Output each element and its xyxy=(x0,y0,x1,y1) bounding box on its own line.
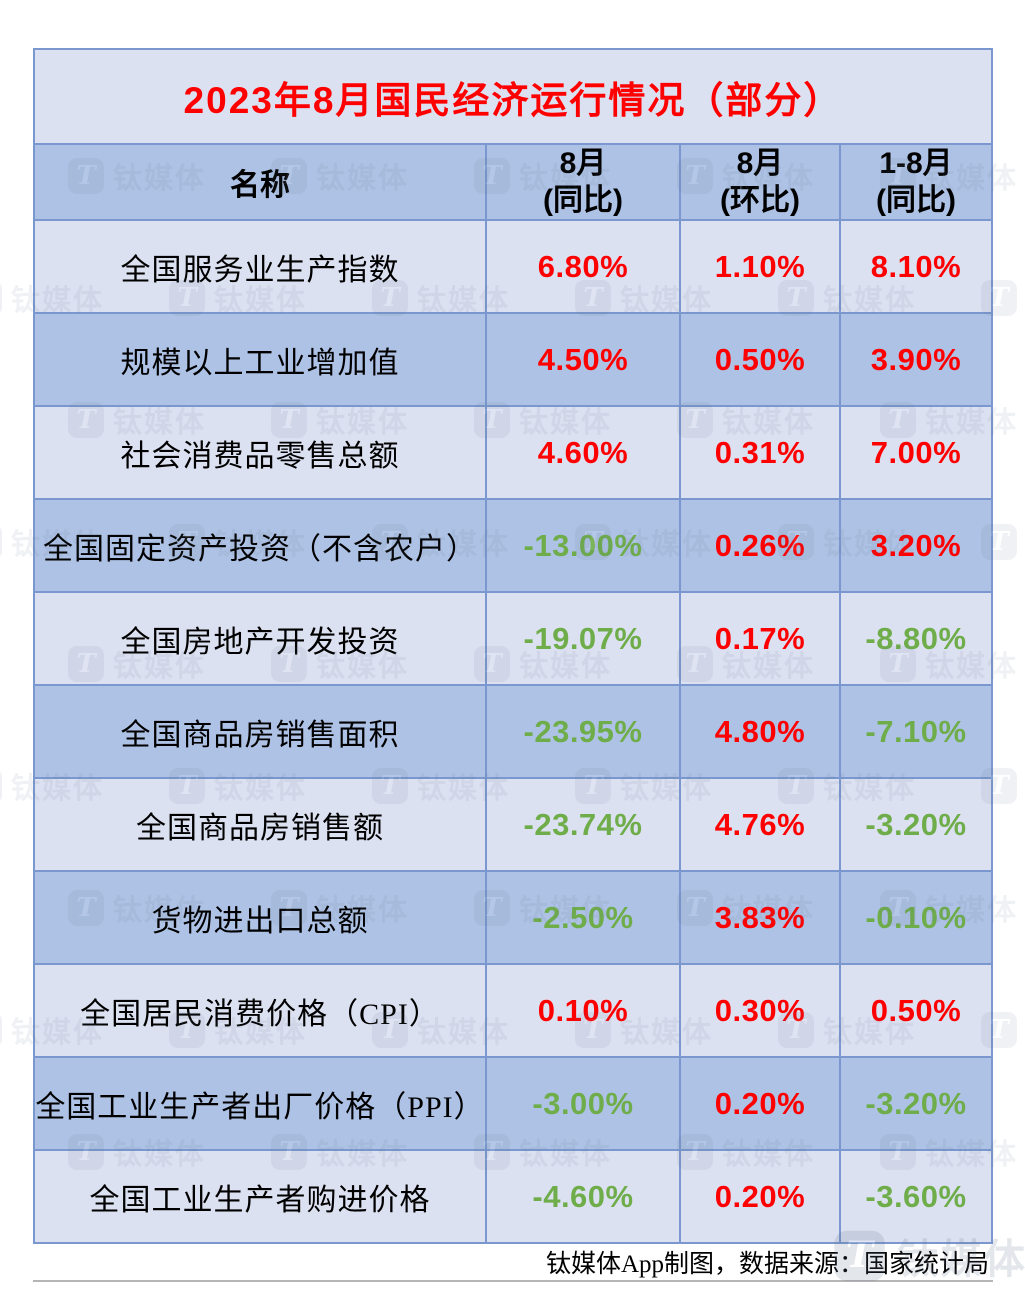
value-aug-mom: 0.50% xyxy=(679,314,839,405)
value-aug-mom: 3.83% xyxy=(679,872,839,963)
header-aug-mom-line1: 8月 xyxy=(736,147,784,180)
value-aug-mom: 0.20% xyxy=(679,1058,839,1149)
source-credit: 钛媒体App制图，数据来源：国家统计局 xyxy=(33,1244,993,1282)
value-jan-aug-yoy: 3.20% xyxy=(839,500,991,591)
value-aug-yoy: 4.60% xyxy=(485,407,679,498)
titanium-media-logo-icon: T xyxy=(0,280,2,316)
indicator-name: 全国工业生产者购进价格 xyxy=(35,1151,485,1242)
economy-table: 2023年8月国民经济运行情况（部分） 名称 8月 (同比) 8月 (环比) 1… xyxy=(33,48,993,1244)
value-aug-yoy: -23.74% xyxy=(485,779,679,870)
value-jan-aug-yoy: -7.10% xyxy=(839,686,991,777)
header-name: 名称 xyxy=(230,169,290,202)
table-row: 规模以上工业增加值 4.50% 0.50% 3.90% xyxy=(35,312,991,405)
titanium-media-logo-icon: T xyxy=(0,768,2,804)
indicator-name: 货物进出口总额 xyxy=(35,872,485,963)
value-jan-aug-yoy: 8.10% xyxy=(839,221,991,312)
table-row: 全国房地产开发投资 -19.07% 0.17% -8.80% xyxy=(35,591,991,684)
table-header-row: 名称 8月 (同比) 8月 (环比) 1-8月 (同比) xyxy=(35,143,991,219)
header-aug-mom-line2: (环比) xyxy=(720,184,800,217)
value-aug-yoy: -3.00% xyxy=(485,1058,679,1149)
value-jan-aug-yoy: 7.00% xyxy=(839,407,991,498)
header-jan-aug-yoy-line2: (同比) xyxy=(876,184,956,217)
header-jan-aug-yoy-line1: 1-8月 xyxy=(879,147,953,180)
indicator-name: 全国商品房销售额 xyxy=(35,779,485,870)
value-jan-aug-yoy: -8.80% xyxy=(839,593,991,684)
indicator-name: 全国商品房销售面积 xyxy=(35,686,485,777)
table-row: 全国工业生产者出厂价格（PPI） -3.00% 0.20% -3.20% xyxy=(35,1056,991,1149)
header-aug-yoy-line2: (同比) xyxy=(543,184,623,217)
value-aug-yoy: -13.00% xyxy=(485,500,679,591)
value-jan-aug-yoy: 0.50% xyxy=(839,965,991,1056)
table-row: 社会消费品零售总额 4.60% 0.31% 7.00% xyxy=(35,405,991,498)
value-aug-yoy: 0.10% xyxy=(485,965,679,1056)
table-row: 全国服务业生产指数 6.80% 1.10% 8.10% xyxy=(35,219,991,312)
value-jan-aug-yoy: -3.20% xyxy=(839,779,991,870)
value-aug-yoy: -19.07% xyxy=(485,593,679,684)
value-aug-mom: 0.31% xyxy=(679,407,839,498)
header-jan-aug-yoy: 1-8月 (同比) xyxy=(839,145,991,219)
table-row: 全国固定资产投资（不含农户） -13.00% 0.26% 3.20% xyxy=(35,498,991,591)
value-aug-yoy: 4.50% xyxy=(485,314,679,405)
indicator-name: 全国居民消费价格（CPI） xyxy=(35,965,485,1056)
value-aug-yoy: -4.60% xyxy=(485,1151,679,1242)
value-aug-yoy: -2.50% xyxy=(485,872,679,963)
table-row: 全国商品房销售面积 -23.95% 4.80% -7.10% xyxy=(35,684,991,777)
table-row: 货物进出口总额 -2.50% 3.83% -0.10% xyxy=(35,870,991,963)
value-jan-aug-yoy: -3.20% xyxy=(839,1058,991,1149)
table-row: 全国居民消费价格（CPI） 0.10% 0.30% 0.50% xyxy=(35,963,991,1056)
value-jan-aug-yoy: 3.90% xyxy=(839,314,991,405)
header-aug-mom: 8月 (环比) xyxy=(679,145,839,219)
indicator-name: 全国工业生产者出厂价格（PPI） xyxy=(35,1058,485,1149)
indicator-name: 规模以上工业增加值 xyxy=(35,314,485,405)
table-row: 全国工业生产者购进价格 -4.60% 0.20% -3.60% xyxy=(35,1149,991,1242)
indicator-name: 全国服务业生产指数 xyxy=(35,221,485,312)
value-aug-mom: 1.10% xyxy=(679,221,839,312)
table-row: 全国商品房销售额 -23.74% 4.76% -3.20% xyxy=(35,777,991,870)
value-jan-aug-yoy: -0.10% xyxy=(839,872,991,963)
value-aug-mom: 0.30% xyxy=(679,965,839,1056)
indicator-name: 全国房地产开发投资 xyxy=(35,593,485,684)
page-title: 2023年8月国民经济运行情况（部分） xyxy=(35,50,991,143)
value-aug-mom: 4.80% xyxy=(679,686,839,777)
titanium-media-logo-icon: T xyxy=(0,1012,2,1048)
value-jan-aug-yoy: -3.60% xyxy=(839,1151,991,1242)
titanium-media-logo-icon: T xyxy=(0,524,2,560)
value-aug-mom: 0.20% xyxy=(679,1151,839,1242)
header-aug-yoy: 8月 (同比) xyxy=(485,145,679,219)
indicator-name: 社会消费品零售总额 xyxy=(35,407,485,498)
value-aug-yoy: 6.80% xyxy=(485,221,679,312)
value-aug-mom: 0.26% xyxy=(679,500,839,591)
indicator-name: 全国固定资产投资（不含农户） xyxy=(35,500,485,591)
value-aug-yoy: -23.95% xyxy=(485,686,679,777)
value-aug-mom: 0.17% xyxy=(679,593,839,684)
header-aug-yoy-line1: 8月 xyxy=(559,147,607,180)
value-aug-mom: 4.76% xyxy=(679,779,839,870)
